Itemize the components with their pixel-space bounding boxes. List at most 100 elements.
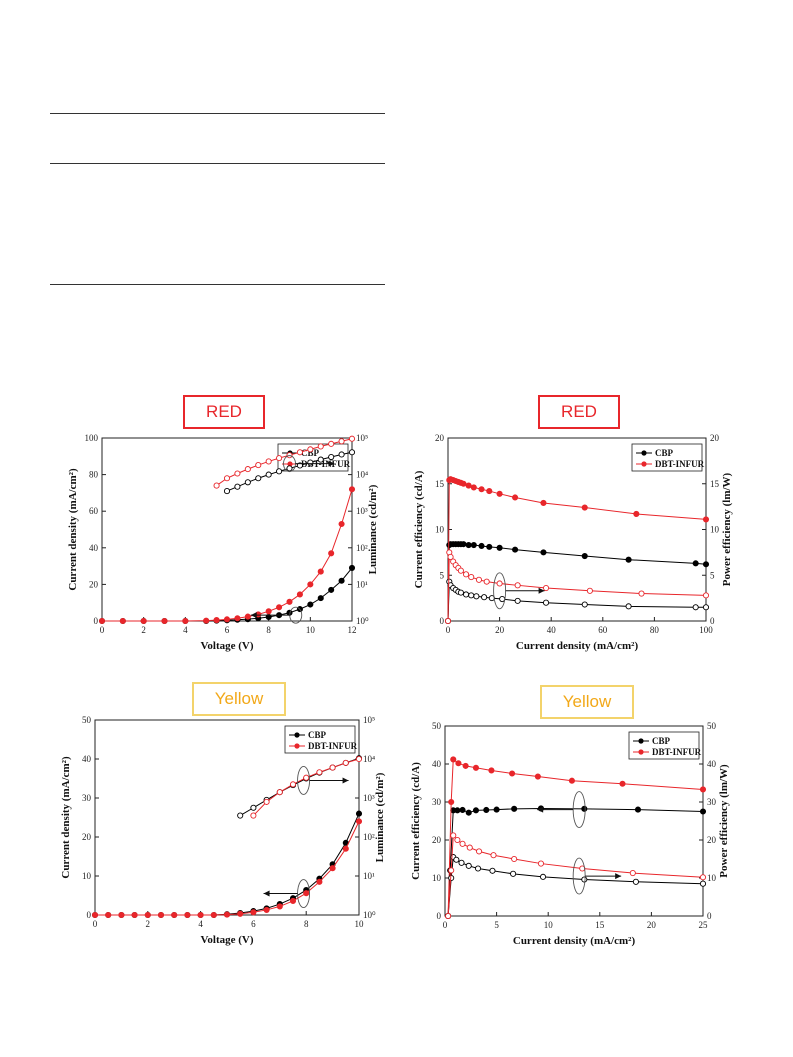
data-point-cbp-right — [699, 880, 707, 887]
y-axis-title: Current efficiency (cd/A) — [410, 762, 422, 880]
x-tick-label: 0 — [93, 919, 98, 929]
series-line-cbp-right — [447, 581, 706, 622]
legend-marker — [287, 461, 293, 467]
data-point-dbt-infur-left — [223, 616, 231, 623]
data-point-cbp-right — [463, 591, 470, 598]
data-point-cbp-right — [286, 465, 293, 472]
data-point-dbt-infur-left — [263, 906, 270, 913]
data-point-cbp-left — [338, 577, 345, 584]
grouping-ellipse — [572, 857, 586, 895]
data-point-cbp-left — [702, 561, 710, 568]
x-tick-label: 6 — [251, 919, 256, 929]
data-point-cbp-right — [265, 471, 272, 478]
data-point-dbt-infur-right — [296, 449, 303, 456]
data-point-cbp-left — [511, 805, 518, 812]
y-axis-title: Current density (mA/cm²) — [60, 756, 72, 879]
data-point-cbp-right — [499, 595, 506, 603]
data-point-dbt-infur-left — [265, 608, 272, 615]
data-point-dbt-infur-right — [448, 867, 455, 874]
y2-tick-label: 15 — [710, 479, 720, 489]
data-point-cbp-right — [625, 603, 632, 610]
series-line-dbt-infur-left — [447, 758, 704, 917]
data-point-cbp-right — [458, 859, 465, 866]
data-point-dbt-infur-left — [140, 617, 147, 625]
data-point-cbp-left — [460, 541, 467, 548]
legend-marker — [294, 743, 300, 749]
data-point-cbp-right — [244, 479, 251, 486]
data-point-cbp-right — [702, 604, 710, 611]
legend-label: DBT-INFUR — [655, 459, 705, 469]
x-tick-label: 4 — [198, 919, 203, 929]
data-point-cbp-right — [317, 456, 324, 463]
data-point-cbp-left — [348, 564, 356, 571]
data-point-dbt-infur-left — [460, 480, 467, 487]
y-tick-label: 40 — [82, 754, 92, 764]
data-point-dbt-infur-left — [289, 897, 297, 905]
y-tick-label: 0 — [437, 911, 442, 921]
data-point-dbt-infur-left — [702, 516, 710, 523]
axis-arrow-head — [328, 460, 335, 467]
data-point-dbt-infur-left — [348, 486, 356, 493]
data-point-dbt-infur-right — [328, 440, 335, 447]
data-point-dbt-infur-left — [91, 911, 99, 919]
y2-tick-label: 10⁵ — [356, 433, 368, 443]
series-line-cbp-left — [95, 813, 360, 916]
caption-yellow-left: Yellow — [192, 682, 286, 716]
data-point-dbt-infur-left — [276, 604, 283, 611]
data-point-dbt-infur-left — [210, 911, 217, 919]
data-point-cbp-right — [489, 867, 496, 874]
x-tick-label: 8 — [304, 919, 309, 929]
x-tick-label: 100 — [699, 625, 713, 635]
y2-axis-title: Luminance (cd/m²) — [367, 484, 379, 574]
y2-tick-label: 10³ — [356, 506, 368, 516]
data-point-dbt-infur-right — [263, 798, 270, 805]
data-point-dbt-infur-left — [534, 773, 541, 780]
data-point-dbt-infur-left — [286, 598, 293, 605]
data-point-cbp-left — [465, 809, 472, 816]
y-tick-label: 15 — [435, 479, 445, 489]
data-point-cbp-right — [250, 804, 257, 811]
x-tick-label: 15 — [595, 920, 605, 930]
data-point-dbt-infur-right — [496, 580, 503, 587]
y-tick-label: 50 — [82, 715, 92, 725]
data-point-dbt-infur-left — [699, 786, 707, 793]
legend-label: CBP — [301, 448, 320, 458]
data-point-dbt-infur-left — [328, 550, 335, 557]
data-point-cbp-left — [486, 543, 493, 550]
series-line-dbt-infur-left — [447, 478, 707, 622]
data-point-cbp-left — [512, 546, 519, 553]
data-point-dbt-infur-right — [317, 443, 324, 450]
y2-tick-label: 10 — [707, 873, 717, 883]
data-point-dbt-infur-left — [105, 911, 112, 919]
data-point-cbp-right — [474, 865, 482, 872]
data-point-dbt-infur-right — [586, 587, 593, 594]
data-point-dbt-infur-left — [244, 613, 251, 620]
caption-red-right: RED — [538, 395, 620, 429]
data-point-dbt-infur-right — [276, 789, 283, 796]
data-point-dbt-infur-right — [348, 435, 356, 442]
data-point-cbp-left — [634, 806, 642, 813]
data-point-cbp-right — [255, 475, 262, 482]
y-tick-label: 5 — [440, 570, 445, 580]
y-tick-label: 60 — [89, 506, 99, 516]
plot-frame — [444, 725, 704, 917]
data-point-cbp-right — [237, 812, 244, 819]
data-point-dbt-infur-right — [629, 870, 636, 877]
data-point-cbp-left — [581, 805, 588, 812]
axis-arrow-head — [615, 873, 622, 880]
y2-tick-label: 10⁰ — [363, 910, 376, 920]
series-line-cbp-left — [102, 567, 353, 622]
legend-label: DBT-INFUR — [652, 747, 702, 757]
y2-tick-label: 10² — [363, 832, 375, 842]
data-point-dbt-infur-left — [307, 581, 314, 588]
data-point-dbt-infur-left — [462, 762, 469, 769]
data-point-cbp-right — [468, 592, 475, 599]
x-tick-label: 80 — [650, 625, 660, 635]
data-point-dbt-infur-left — [119, 617, 126, 625]
x-tick-label: 0 — [446, 625, 451, 635]
y2-tick-label: 10¹ — [356, 579, 368, 589]
y2-tick-label: 50 — [707, 721, 717, 731]
data-point-dbt-infur-right — [483, 578, 490, 585]
data-point-dbt-infur-left — [448, 798, 455, 806]
data-point-cbp-right — [510, 870, 517, 877]
